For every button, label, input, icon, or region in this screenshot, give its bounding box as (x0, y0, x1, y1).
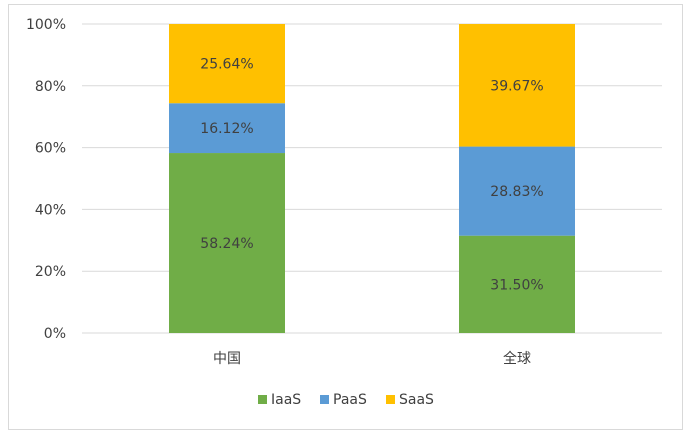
data-label: 58.24% (200, 236, 253, 252)
legend-label: PaaS (333, 392, 367, 408)
legend-swatch-saas (386, 395, 395, 404)
y-tick-label: 20% (35, 264, 66, 280)
data-label: 25.64% (200, 57, 253, 73)
bar-segment-iaas (459, 235, 575, 333)
legend-label: SaaS (399, 392, 434, 408)
data-label: 16.12% (200, 121, 253, 137)
x-axis-ticks: 中国 全球 (213, 350, 531, 367)
legend-label: IaaS (271, 392, 301, 408)
x-tick-label: 中国 (213, 351, 241, 367)
bar-segment-saas (459, 24, 575, 147)
data-label: 31.50% (490, 277, 543, 293)
bar-segment-iaas (169, 153, 285, 333)
y-tick-label: 80% (35, 79, 66, 95)
bar-segment-saas (169, 24, 285, 104)
bar-segment-paas (169, 103, 285, 154)
bars (169, 24, 575, 333)
x-tick-label: 全球 (503, 350, 531, 367)
data-label: 28.83% (490, 184, 543, 200)
data-labels: 58.24% 16.12% 25.64% 31.50% 28.83% 39.67% (200, 57, 543, 294)
bar-segment-paas (459, 146, 575, 236)
y-tick-label: 0% (44, 326, 66, 342)
legend: IaaS PaaS SaaS (258, 392, 434, 408)
data-label: 39.67% (490, 78, 543, 94)
y-axis-ticks: 0% 20% 40% 60% 80% 100% (26, 17, 66, 342)
y-tick-label: 60% (35, 141, 66, 157)
legend-swatch-iaas (258, 395, 267, 404)
y-tick-label: 100% (26, 17, 66, 33)
legend-swatch-paas (320, 395, 329, 404)
y-tick-label: 40% (35, 202, 66, 218)
